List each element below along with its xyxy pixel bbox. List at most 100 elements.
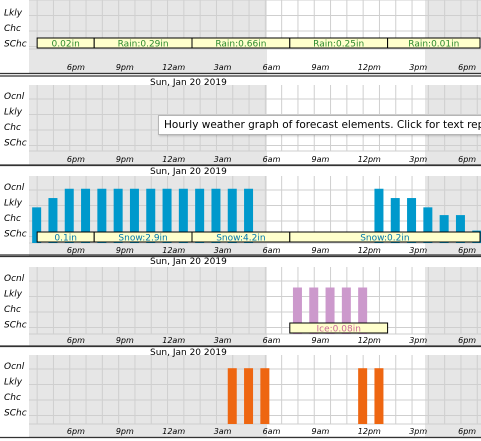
panel-snow: Ocnl Lkly Chc SChc 0.1in Snow:2.9in Snow:4.2in… <box>0 167 481 258</box>
bar-hour-36[interactable] <box>374 368 384 424</box>
x-tick-label: 3am <box>214 427 232 436</box>
x-tick-label: 3am <box>214 155 232 164</box>
accum-label: Rain:0.29in <box>118 40 169 50</box>
x-tick-label: 6am <box>263 155 281 164</box>
bar-hour-15[interactable] <box>32 207 42 243</box>
date-label: Sun, Jan 20 2019 <box>150 167 227 177</box>
x-tick-label: 12am <box>162 427 185 436</box>
x-tick-label: 9am <box>312 336 330 345</box>
x-tick-label: 3am <box>214 246 232 255</box>
y-label-lkly: Lkly <box>4 108 23 118</box>
y-label-schc: SChc <box>4 40 27 50</box>
x-tick-label: 3pm <box>409 63 427 72</box>
bar-hour-16[interactable] <box>48 198 58 243</box>
bar-hour-24[interactable] <box>178 188 188 243</box>
night-shade <box>29 267 267 346</box>
bar-hour-23[interactable] <box>162 188 172 243</box>
y-label-schc: SChc <box>4 139 27 149</box>
x-tick-label: 12am <box>162 63 185 72</box>
y-label-chc: Chc <box>4 214 21 224</box>
x-tick-label: 12pm <box>358 427 381 436</box>
accum-label: Snow:4.2in <box>216 234 265 244</box>
accum-label: Rain:0.66in <box>215 40 266 50</box>
bar-hour-34[interactable] <box>341 287 351 335</box>
bar-hour-18[interactable] <box>81 188 91 243</box>
bar-hour-28[interactable] <box>244 368 254 424</box>
bar-hour-41[interactable] <box>455 215 465 243</box>
x-tick-label: 6am <box>263 336 281 345</box>
bar-hour-27[interactable] <box>227 188 237 243</box>
x-tick-label: 9pm <box>116 63 134 72</box>
bar-hour-29[interactable] <box>260 368 270 424</box>
x-tick-label: 3am <box>214 336 232 345</box>
bar-hour-28[interactable] <box>244 188 254 243</box>
x-tick-label: 6am <box>263 63 281 72</box>
accum-box[interactable] <box>289 322 389 334</box>
bar-hour-31[interactable] <box>292 287 302 335</box>
x-tick-label: 12am <box>162 246 185 255</box>
accum-box[interactable] <box>387 37 481 49</box>
x-tick-label: 6pm <box>67 63 85 72</box>
x-tick-label: 9am <box>312 63 330 72</box>
x-tick-label: 12am <box>162 336 185 345</box>
x-tick-label: 6pm <box>458 336 476 345</box>
bar-hour-37[interactable] <box>390 198 400 243</box>
night-shade <box>425 176 481 256</box>
panel-ice: Ocnl Lkly Chc SChc Ice:0.08in 6pm 9pm 12am 3am 6a… <box>0 257 481 348</box>
bar-hour-39[interactable] <box>423 207 433 243</box>
bar-hour-35[interactable] <box>358 287 368 335</box>
accum-box[interactable] <box>289 231 481 243</box>
bar-hour-27[interactable] <box>227 368 237 424</box>
y-label-schc: SChc <box>4 321 27 331</box>
x-tick-label: 9pm <box>116 155 134 164</box>
night-shade <box>29 0 267 73</box>
y-label-chc: Chc <box>4 305 21 315</box>
bar-hour-19[interactable] <box>97 188 107 243</box>
y-label-schc: SChc <box>4 230 27 240</box>
x-tick-label: 6am <box>263 427 281 436</box>
date-label: Sun, Jan 20 2019 <box>150 78 227 88</box>
x-tick-label: 3pm <box>409 155 427 164</box>
y-label-ocnl: Ocnl <box>4 92 25 102</box>
graph-tooltip: Hourly weather graph of forecast element… <box>158 115 481 135</box>
bar-hour-21[interactable] <box>129 188 139 243</box>
bar-hour-35[interactable] <box>358 368 368 424</box>
accum-label: Rain:0.25in <box>313 40 364 50</box>
x-tick-label: 9pm <box>116 246 134 255</box>
bar-hour-22[interactable] <box>146 188 156 243</box>
bar-hour-33[interactable] <box>325 287 335 335</box>
bar-hour-20[interactable] <box>113 188 123 243</box>
x-tick-label: 6am <box>263 246 281 255</box>
bar-hour-25[interactable] <box>195 188 205 243</box>
y-label-chc: Chc <box>4 393 21 403</box>
accum-label: Ice:0.08in <box>316 325 360 335</box>
x-tick-label: 9am <box>312 246 330 255</box>
date-label: Sun, Jan 20 2019 <box>150 257 227 267</box>
x-tick-label: 12pm <box>358 155 381 164</box>
y-label-chc: Chc <box>4 123 21 133</box>
bar-hour-38[interactable] <box>407 198 417 243</box>
x-tick-label: 3pm <box>409 427 427 436</box>
bar-hour-17[interactable] <box>64 188 74 243</box>
y-label-ocnl: Ocnl <box>4 183 25 193</box>
y-label-lkly: Lkly <box>4 290 23 300</box>
x-tick-label: 12pm <box>358 336 381 345</box>
accum-label: 0.1in <box>54 234 77 244</box>
bar-hour-26[interactable] <box>211 188 221 243</box>
y-label-ocnl: Ocnl <box>4 362 25 372</box>
panel-top-rain-remnant: Lkly Chc SChc 0.02in Rain:0.29in Rain:0.66in R… <box>0 0 481 75</box>
y-label-lkly: Lkly <box>4 378 23 388</box>
bar-hour-40[interactable] <box>439 215 449 243</box>
y-label-lkly: Lkly <box>4 199 23 209</box>
bar-hour-36[interactable] <box>374 188 384 243</box>
x-tick-label: 6pm <box>458 63 476 72</box>
x-tick-label: 12am <box>162 155 185 164</box>
x-tick-label: 6pm <box>67 336 85 345</box>
night-shade <box>425 267 481 346</box>
x-tick-label: 6pm <box>67 427 85 436</box>
x-tick-label: 6pm <box>458 246 476 255</box>
bar-hour-32[interactable] <box>309 287 319 335</box>
x-tick-label: 9pm <box>116 336 134 345</box>
x-tick-label: 6pm <box>458 427 476 436</box>
